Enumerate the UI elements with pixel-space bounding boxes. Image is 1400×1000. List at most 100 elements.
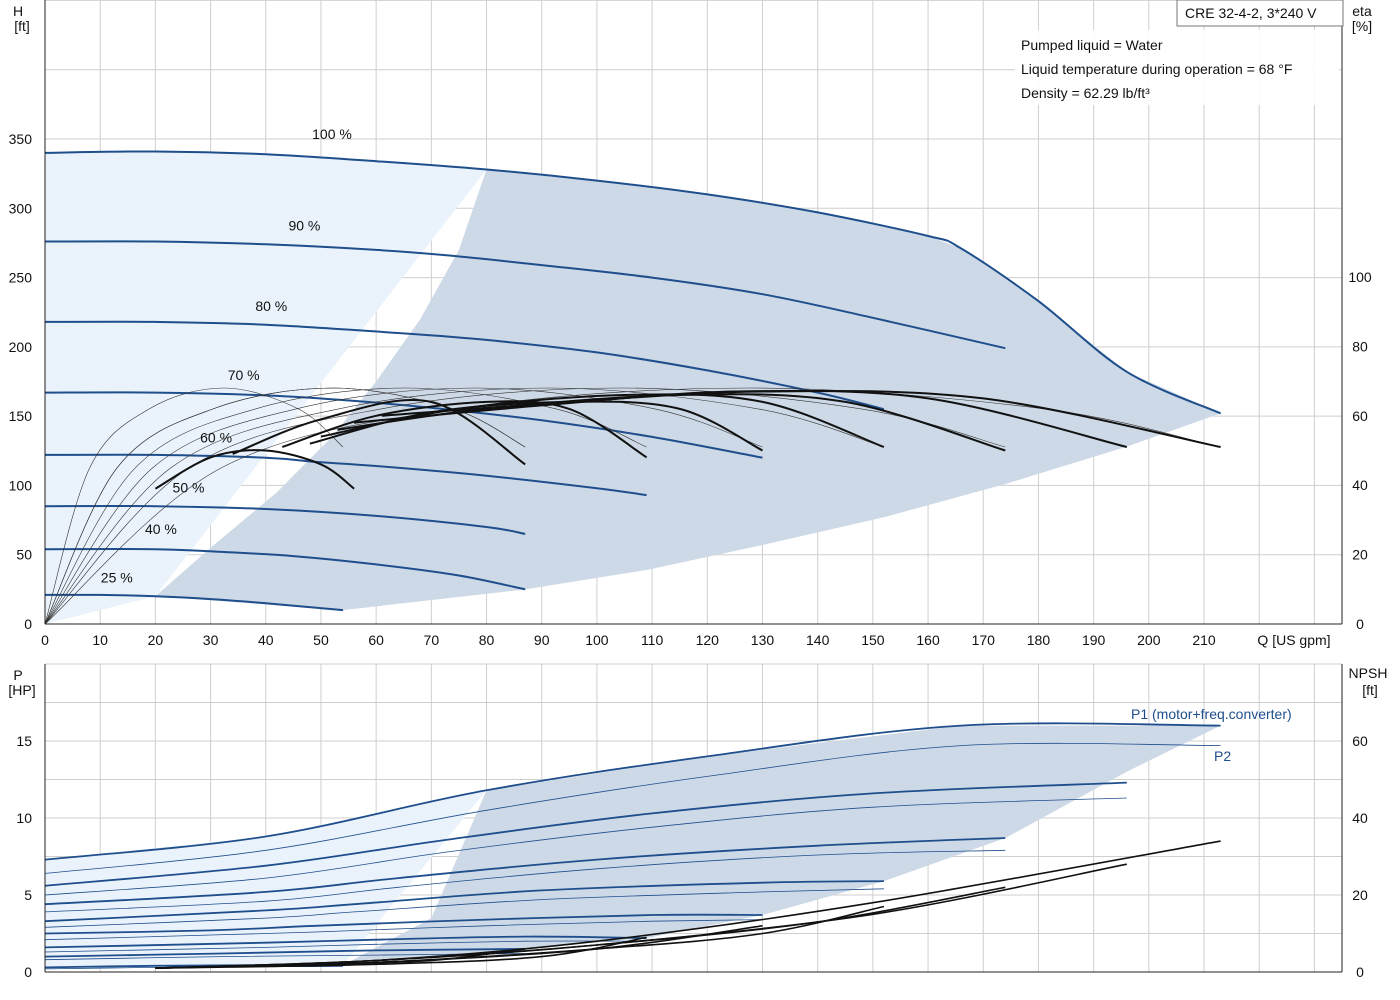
info-line-1: Pumped liquid = Water [1021,37,1163,53]
head-tick-label: 50 [16,547,32,563]
x-tick-label: 50 [313,632,329,648]
x-tick-label: 190 [1082,632,1106,648]
p1-curve [44,935,647,949]
eta-axis-title-2: [%] [1352,18,1372,34]
speed-label: 25 % [101,569,133,585]
head-tick-label: 200 [9,339,33,355]
x-tick-label: 200 [1137,632,1161,648]
axes-layer: 0 10 20 30 40 50 60 70 80 90 100 110 120 130 140 150 160… [9,0,1372,980]
power-axis-title-2: [HP] [8,682,35,698]
speed-label: 100 % [312,126,352,142]
model-label: CRE 32-4-2, 3*240 V [1185,5,1317,21]
model-box [1176,0,1344,27]
x-tick-label: 120 [696,632,720,648]
eta-curve [232,398,526,466]
eta-curve [381,389,1221,448]
npsh-tick-label: 60 [1352,733,1368,749]
p1-curve [44,722,1221,861]
x-tick-label: 0 [41,632,49,648]
eta-guide-curve [44,387,344,625]
speed-label: 70 % [228,367,260,383]
power-tick-label: 0 [24,964,32,980]
curves-layer [44,150,1222,970]
power-axis-title-1: P [13,667,22,683]
eta-tick-label: 40 [1352,477,1368,493]
eta-guide-curve [44,387,884,625]
eta-guide-curve [44,387,647,625]
x-tick-label: 70 [424,632,440,648]
head-tick-label: 350 [9,131,33,147]
head-curve-25pct [44,593,344,612]
x-tick-label: 180 [1027,632,1051,648]
speed-label: 90 % [288,217,320,233]
p2-curve [44,919,763,941]
head-curve-40pct [44,547,526,591]
eta-tick-label: 20 [1352,547,1368,563]
x-axis-title: Q [US gpm] [1257,632,1330,648]
p1-curve [44,880,884,923]
labels-layer: 100 % 90 % 80 % 70 % 60 % 50 % 40 % 25 % [101,126,352,585]
info-box [1015,30,1339,105]
x-tick-label: 60 [368,632,384,648]
x-tick-label: 160 [916,632,940,648]
p2-curve [44,888,884,928]
eta-axis-title-1: eta [1352,3,1372,19]
p1-curve [44,781,1127,887]
power-tick-label: 5 [24,887,32,903]
p1-series-label: P1 (motor+freq.converter) [1131,706,1292,722]
x-tick-label: 80 [479,632,495,648]
npsh-curve [155,948,526,969]
npsh-tick-label: 40 [1352,810,1368,826]
x-tick-label: 170 [972,632,996,648]
power-operating-area [343,725,1221,966]
eta-tick-label: 80 [1352,338,1368,354]
head-tick-label: 300 [9,200,33,216]
head-curve-60pct [44,453,647,497]
x-tick-label: 150 [861,632,885,648]
x-tick-label: 30 [203,632,219,648]
eta-tick-label: 100 [1348,269,1372,285]
head-curve-90pct [44,240,1006,350]
x-tick-label: 130 [751,632,775,648]
head-operating-area [155,169,1221,611]
x-tick-label: 140 [806,632,830,648]
eta-curve [281,400,648,459]
npsh-curve [155,886,1006,969]
info-line-2: Liquid temperature during operation = 68… [1021,61,1292,77]
p1-curve [44,913,763,935]
power-tick-label: 10 [16,810,32,826]
eta-guide-curve [44,387,763,625]
p2-curve [44,797,1127,896]
head-tick-label: 150 [9,408,33,424]
x-tick-label: 40 [258,632,274,648]
p2-curve [44,742,1221,874]
head-tick-label: 100 [9,477,33,493]
npsh-tick-label: 0 [1356,964,1364,980]
eta-tick-label: 60 [1352,408,1368,424]
head-curve-70pct [44,391,763,459]
head-tick-label: 250 [9,270,33,286]
p1-curve [44,948,526,958]
npsh-tick-label: 20 [1352,887,1368,903]
eta-curve [154,449,355,490]
x-tick-label: 210 [1192,632,1216,648]
speed-label: 40 % [145,521,177,537]
power-tick-label: 15 [16,733,32,749]
operating-areas [45,151,1221,968]
x-tick-label: 100 [585,632,609,648]
head-curve-80pct [44,320,885,411]
head-curve-50pct [44,505,526,535]
npsh-axis-title-2: [ft] [1362,682,1378,698]
speed-label: 50 % [173,479,205,495]
x-tick-label: 90 [534,632,550,648]
x-tick-label: 20 [148,632,164,648]
p2-series-label: P2 [1214,748,1231,764]
p2-curve [44,849,1006,913]
info-line-3: Density = 62.29 lb/ft³ [1021,85,1150,101]
head-axis-title-2: [ft] [14,18,30,34]
head-curve-100pct [44,150,1222,415]
x-tick-label: 10 [92,632,108,648]
x-tick-label: 110 [641,632,664,648]
head-axis-title-1: H [13,3,23,19]
